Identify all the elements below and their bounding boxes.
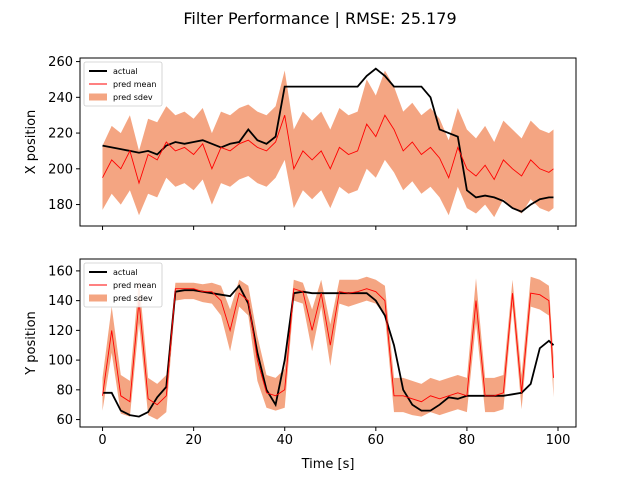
legend-label: pred mean [113, 281, 156, 290]
y-tick-label: 160 [48, 264, 73, 279]
series-line-pred-mean-x [102, 114, 554, 185]
y-tick-label: 140 [48, 294, 73, 309]
y-tick-label: 220 [48, 127, 73, 142]
y-tick-label: 60 [56, 413, 73, 428]
x-ticks-y: 0 20 40 60 80 100 [98, 427, 570, 448]
series-line-pred-mean-y [102, 288, 554, 406]
y-ticks-x: 180 200 220 240 260 [48, 55, 80, 213]
x-tick-label: 0 [98, 433, 106, 448]
series-lines-x [102, 67, 554, 213]
legend-label: actual [113, 67, 138, 76]
x-tick-label: 100 [546, 433, 571, 448]
legend-swatch-pred-sdev [89, 294, 107, 302]
subplot-x-position: 180 200 220 240 260 X position actual pred me… [24, 55, 577, 230]
axes-frame-x [79, 57, 577, 227]
x-tick-label: 40 [276, 433, 293, 448]
series-line-actual-y [102, 284, 555, 418]
y-tick-label: 260 [48, 55, 73, 70]
x-axis-label: Time [s] [301, 457, 355, 472]
legend-label: pred sdev [113, 93, 153, 102]
legend-label: pred mean [113, 80, 156, 89]
x-tick-label: 60 [368, 433, 385, 448]
legend-label: pred sdev [113, 294, 153, 303]
subplot-y-position: 60 80 100 120 140 160 0 20 40 60 80 100 Y position… [24, 258, 577, 448]
series-lines-y [102, 284, 555, 418]
series-line-actual-x [102, 67, 554, 213]
pred-sdev-band-x [102, 70, 554, 218]
legend-label: actual [113, 268, 138, 277]
y-tick-label: 120 [48, 324, 73, 339]
x-ticks-x [102, 226, 559, 230]
x-tick-label: 20 [185, 433, 202, 448]
legend-x: actual pred mean pred sdev [83, 61, 163, 107]
pred-sdev-band-x [102, 70, 554, 218]
pred-sdev-band-y [102, 276, 554, 420]
x-tick-label: 80 [459, 433, 476, 448]
legend-swatch-pred-sdev [89, 93, 107, 101]
axes-frame-y [79, 258, 577, 428]
pred-sdev-band-y [102, 276, 554, 420]
chart-title: Filter Performance | RMSE: 25.179 [183, 9, 456, 28]
y-tick-label: 180 [48, 198, 73, 213]
y-tick-label: 100 [48, 354, 73, 369]
y-axis-label-y: Y position [24, 311, 39, 376]
legend-y: actual pred mean pred sdev [83, 262, 163, 308]
y-ticks-y: 60 80 100 120 140 160 [48, 264, 80, 428]
y-tick-label: 200 [48, 162, 73, 177]
y-tick-label: 80 [56, 383, 73, 398]
y-axis-label-x: X position [24, 110, 39, 175]
y-tick-label: 240 [48, 91, 73, 106]
